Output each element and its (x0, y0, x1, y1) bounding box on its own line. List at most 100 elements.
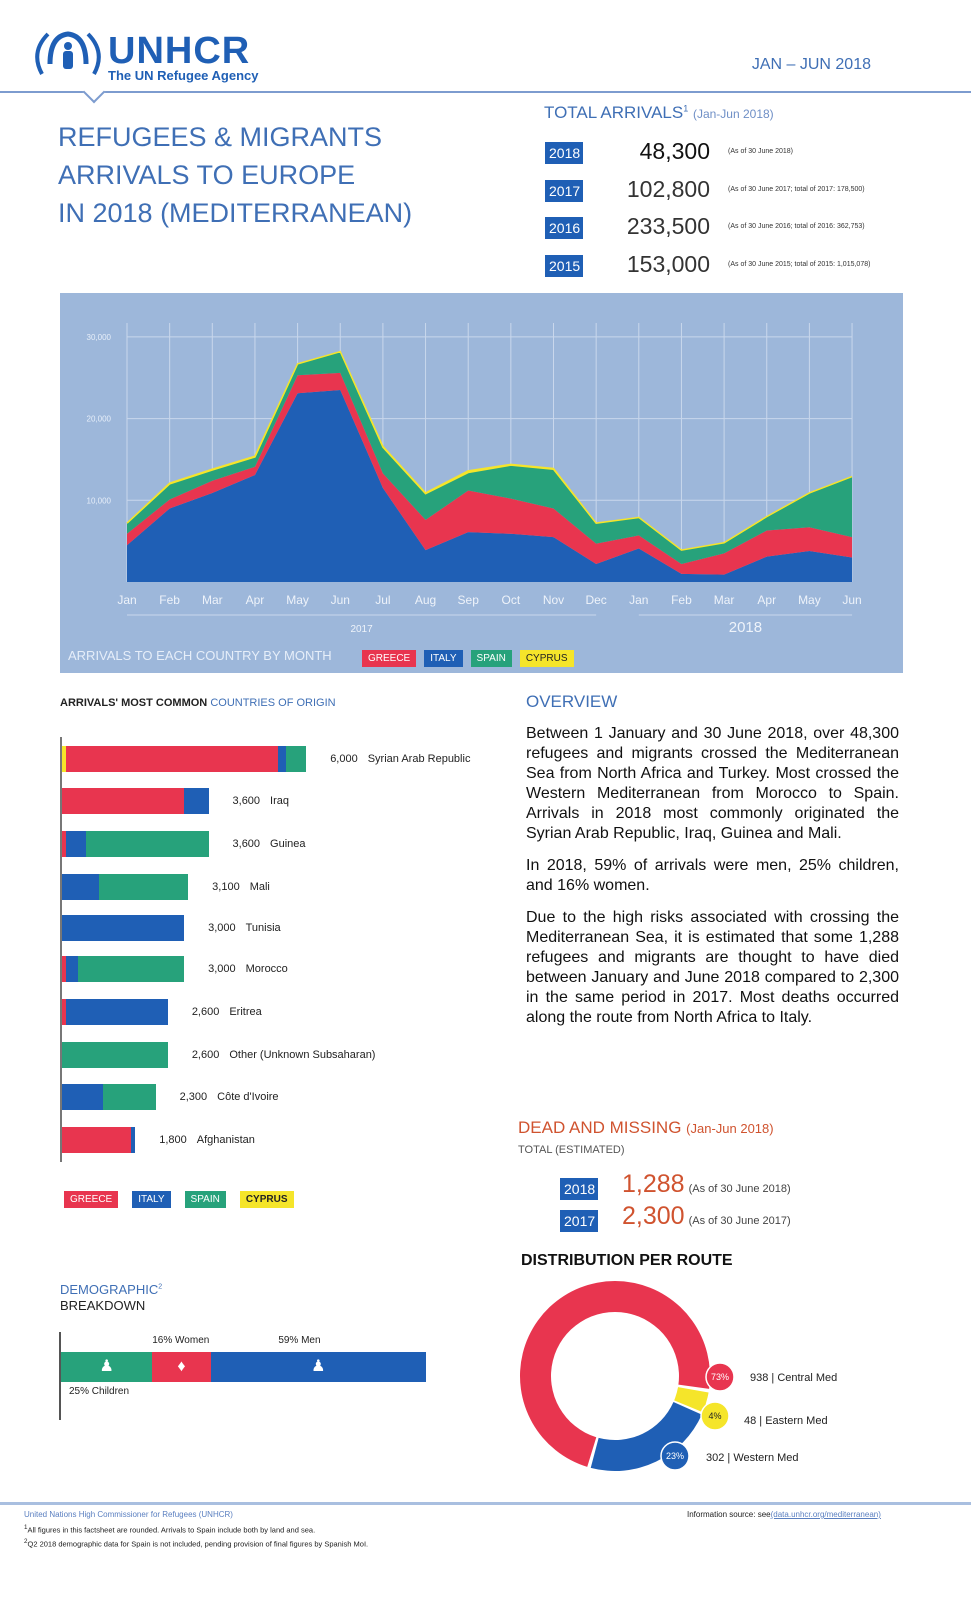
origin-bar (62, 788, 209, 814)
overview-paragraph: Due to the high risks associated with cr… (526, 909, 899, 1026)
arrivals-value: 102,800 (626, 175, 710, 202)
x-tick-label: Mar (202, 593, 223, 607)
legend-spain: SPAIN (470, 650, 512, 667)
demographic-title: DEMOGRAPHIC2 (60, 1282, 163, 1297)
origin-bar (62, 1042, 168, 1068)
legend-italy: ITALY (424, 650, 463, 667)
x-tick-label: Oct (502, 593, 521, 607)
bar-segment-greece (62, 1127, 132, 1153)
bar-segment-cyprus (62, 746, 67, 772)
x-tick-label: May (798, 593, 821, 607)
bar-segment-italy (62, 915, 185, 941)
bar-segment-italy (277, 746, 286, 772)
origin-bar-label: 2,300 Côte d'Ivoire (180, 1091, 279, 1103)
dead-missing-subtitle: TOTAL (ESTIMATED) (518, 1144, 625, 1156)
page-title: REFUGEES & MIGRANTS ARRIVALS TO EUROPE I… (58, 118, 412, 232)
bar-segment-spain (98, 874, 189, 900)
bar-segment-italy (62, 874, 99, 900)
area-greece (127, 372, 853, 575)
overview-paragraph: Between 1 January and 30 June 2018, over… (526, 725, 899, 842)
unhcr-logo-emblem (35, 31, 101, 75)
slice-central-med (520, 1281, 710, 1467)
x-tick-label: Jul (375, 593, 390, 607)
origin-bar-label: 2,600 Other (Unknown Subsaharan) (192, 1049, 376, 1061)
pct-label: 23% (666, 1451, 684, 1461)
report-period: JAN – JUN 2018 (751, 56, 871, 73)
bar-segment-italy (184, 788, 209, 814)
year-badge: 2015 (545, 254, 583, 277)
demographic-axis (59, 1332, 61, 1420)
year-label: 2018 (729, 619, 762, 636)
route-label: 302 | Western Med (706, 1452, 799, 1464)
x-tick-label: Apr (246, 593, 265, 607)
origin-bar-label: 3,600 Iraq (233, 795, 290, 807)
x-tick-label: Mar (714, 593, 735, 607)
x-tick-label: Feb (159, 593, 180, 607)
legend-italy: ITALY (132, 1191, 171, 1208)
dead-missing-row: 2018 1,288 (As of 30 June 2018) (560, 1170, 920, 1202)
footnote-2: 2Q2 2018 demographic data for Spain is n… (24, 1538, 369, 1549)
bar-value: 2,600 (191, 1049, 220, 1061)
legend-cyprus: CYPRUS (239, 1191, 294, 1208)
bar-segment-spain (86, 831, 209, 857)
year-badge: 2016 (545, 217, 583, 239)
origin-bar (62, 1084, 156, 1110)
origin-legend: GREECE ITALY SPAIN CYPRUS (64, 1189, 308, 1208)
x-tick-label: Jun (842, 593, 861, 607)
area-cyprus (126, 350, 853, 551)
bar-value: 3,100 (212, 881, 240, 893)
dead-missing-value: 2,300 (As of 30 June 2017) (622, 1202, 791, 1230)
x-tick-label: Jan (117, 593, 136, 607)
pct-label: 4% (708, 1411, 721, 1421)
arrivals-value: 153,000 (626, 250, 710, 277)
slice-western-med (590, 1402, 702, 1471)
origin-bar (62, 874, 189, 900)
origin-bar (62, 956, 185, 982)
dead-missing-row: 2017 2,300 (As of 30 June 2017) (560, 1202, 920, 1234)
x-tick-label: Jun (331, 593, 350, 607)
source-link[interactable]: (data.unhcr.org/mediterranean) (770, 1510, 881, 1519)
pct-badge (705, 1362, 735, 1392)
origin-bar (62, 831, 209, 857)
bar-category: Other (Unknown Subsaharan) (229, 1049, 376, 1061)
monthly-arrivals-chart: 10,000 20,000 30,000 Jan Feb Mar Apr May Jun Jul A… (60, 293, 903, 673)
demographic-segment: ♟ (61, 1352, 153, 1382)
bar-segment-italy (66, 999, 168, 1025)
demographic-label: 25% Children (69, 1386, 130, 1397)
bar-category: Guinea (270, 838, 306, 850)
header-notch (82, 80, 106, 104)
bar-segment-spain (62, 1042, 168, 1068)
bar-value: 2,300 (179, 1091, 208, 1103)
demographic-label: 16% Women (152, 1335, 210, 1346)
origin-bar-label: 1,800 Afghanistan (159, 1134, 255, 1146)
y-tick-label: 20,000 (87, 415, 112, 424)
arrivals-note: (As of 30 June 2016; total of 2016: 362,… (728, 223, 865, 230)
bar-segment-spain (102, 1084, 156, 1110)
header-divider (0, 91, 971, 93)
chart-legend: GREECE ITALY SPAIN CYPRUS (362, 648, 582, 667)
pct-badge (660, 1441, 690, 1471)
x-tick-label: Apr (757, 593, 776, 607)
origin-bar-label: 3,600 Guinea (233, 838, 306, 850)
legend-greece: GREECE (362, 650, 417, 667)
origin-bar-label: 2,600 Eritrea (192, 1006, 262, 1018)
dead-missing-value: 1,288 (As of 30 June 2018) (622, 1170, 791, 1198)
total-arrivals-row: 2016 233,500 (As of 30 June 2016; total of… (545, 213, 965, 241)
area-chart-svg: 10,000 20,000 30,000 Jan Feb Mar Apr May Jun Jul A… (87, 323, 862, 636)
year-badge: 2018 (560, 1178, 598, 1200)
legend-cyprus: CYPRUS (519, 650, 574, 667)
x-tick-label: Feb (671, 593, 692, 607)
x-tick-label: May (286, 593, 309, 607)
demographic-label: 59% Men (278, 1335, 321, 1346)
dead-missing-title: DEAD AND MISSING (Jan-Jun 2018) (518, 1118, 774, 1137)
year-badge: 2017 (545, 179, 583, 202)
man-icon: ♟ (311, 1358, 326, 1375)
total-arrivals-row: 2015 153,000 (As of 30 June 2015; total of… (545, 251, 965, 279)
arrivals-note: (As of 30 June 2015; total of 2015: 1,01… (728, 260, 871, 268)
demographic-subtitle: BREAKDOWN (60, 1298, 146, 1313)
woman-icon: ♦ (177, 1358, 186, 1375)
pct-label: 73% (711, 1372, 729, 1382)
logo-name: UNHCR (108, 30, 251, 72)
title-line: REFUGEES & MIGRANTS (58, 122, 383, 152)
overview-text: Between 1 January and 30 June 2018, over… (526, 724, 899, 1040)
